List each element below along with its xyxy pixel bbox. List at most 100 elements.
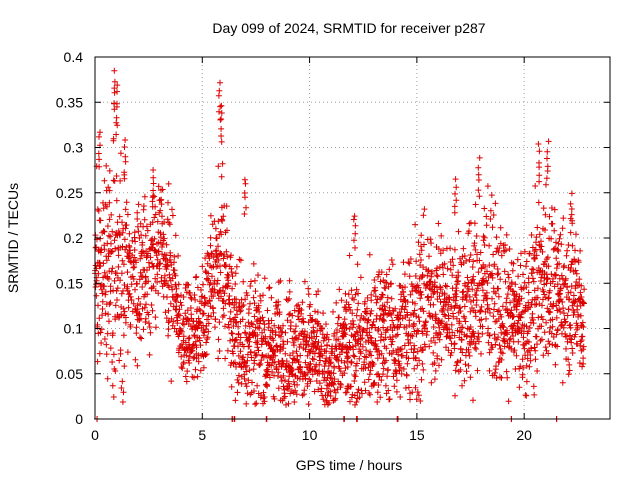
data-point: [226, 293, 233, 299]
data-point: [365, 316, 372, 323]
data-point: [418, 376, 425, 383]
data-point: [370, 361, 377, 368]
data-point: [288, 371, 295, 377]
y-tick-label: 0.3: [64, 140, 84, 156]
data-point: [353, 328, 360, 335]
data-point: [164, 262, 171, 269]
data-point: [166, 274, 173, 281]
data-point: [420, 308, 427, 315]
data-point: [218, 293, 224, 300]
data-point: [326, 400, 333, 406]
data-point: [237, 348, 244, 355]
data-point: [395, 351, 402, 358]
data-point: [417, 295, 424, 302]
data-point: [196, 320, 203, 327]
data-point: [389, 317, 396, 324]
data-point: [280, 372, 287, 379]
data-point: [269, 327, 276, 334]
data-point: [412, 354, 419, 361]
data-point: [113, 197, 120, 204]
data-point: [251, 277, 258, 284]
data-point: [122, 319, 129, 326]
data-point: [271, 395, 278, 402]
data-point: [162, 309, 169, 316]
data-point: [249, 321, 256, 328]
data-point: [337, 340, 343, 347]
data-point: [138, 335, 145, 342]
data-point: [405, 355, 412, 362]
data-point: [142, 273, 149, 280]
data-point: [132, 356, 139, 363]
data-point: [119, 257, 126, 264]
data-point: [366, 329, 373, 336]
data-point: [108, 268, 115, 275]
data-point: [310, 356, 317, 363]
data-point: [279, 329, 286, 336]
data-point: [264, 307, 271, 314]
data-point: [277, 277, 284, 284]
data-point: [134, 209, 141, 216]
data-point: [345, 291, 352, 298]
data-point: [144, 291, 151, 298]
data-point: [259, 314, 266, 321]
data-point: [110, 351, 117, 358]
data-point: [356, 346, 363, 353]
data-point: [285, 380, 292, 387]
data-point: [390, 347, 397, 354]
data-point: [283, 358, 290, 365]
data-point: [141, 304, 148, 311]
data-point: [240, 302, 247, 308]
data-point: [381, 303, 388, 310]
data-point: [378, 331, 385, 338]
data-point: [163, 241, 170, 248]
data-point: [175, 281, 182, 288]
data-point: [109, 330, 116, 337]
data-point: [315, 339, 322, 346]
data-point: [96, 315, 103, 322]
data-point: [227, 308, 234, 315]
data-point: [165, 319, 172, 326]
data-point: [281, 393, 288, 400]
data-point: [380, 371, 386, 378]
data-point: [305, 401, 312, 408]
data-point: [149, 219, 156, 226]
data-point: [420, 264, 427, 271]
data-point: [414, 362, 421, 369]
data-point: [382, 334, 389, 341]
y-tick-label: 0.1: [64, 321, 84, 337]
data-point: [183, 378, 190, 385]
data-point: [416, 357, 423, 364]
data-point: [323, 377, 330, 384]
data-point: [211, 289, 218, 296]
data-point: [365, 338, 372, 345]
data-point: [363, 354, 370, 361]
data-point: [266, 374, 273, 381]
data-point: [357, 274, 364, 281]
data-point: [383, 357, 389, 364]
data-point: [112, 316, 119, 323]
data-point: [122, 225, 129, 232]
data-point: [388, 280, 395, 287]
data-point: [205, 312, 212, 319]
data-point: [207, 234, 214, 241]
data-point: [201, 294, 208, 301]
data-point: [155, 248, 162, 255]
data-point: [96, 350, 103, 357]
data-point: [397, 364, 404, 371]
data-point: [159, 213, 165, 220]
data-point: [371, 379, 378, 386]
data-point: [275, 301, 282, 308]
grid-lines: [95, 57, 610, 419]
data-point: [183, 352, 190, 359]
data-point: [280, 341, 287, 348]
data-point: [376, 373, 383, 380]
data-point: [175, 333, 182, 340]
data-point: [380, 324, 387, 331]
data-point: [295, 336, 301, 343]
data-point: [407, 396, 413, 403]
data-point: [111, 237, 118, 244]
data-point: [223, 248, 230, 255]
data-point: [171, 267, 178, 274]
data-point: [372, 287, 379, 294]
